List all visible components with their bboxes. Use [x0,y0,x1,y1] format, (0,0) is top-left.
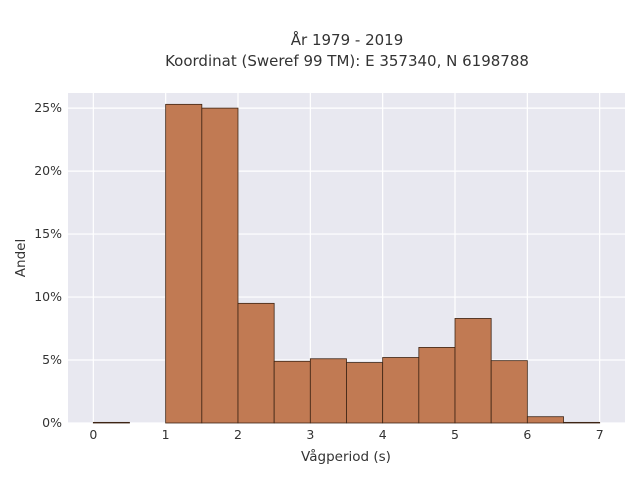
x-tick-label: 4 [379,427,387,442]
y-tick-label: 15% [34,226,62,241]
x-tick-label: 5 [451,427,459,442]
histogram-bar [454,318,492,424]
y-axis-title: Andel [13,239,29,277]
y-tick-label: 0% [42,415,62,430]
x-tick-label: 7 [596,427,604,442]
histogram-bar [165,103,203,424]
y-tick-label: 25% [34,100,62,115]
x-tick-label: 2 [234,427,242,442]
histogram-bar [237,302,275,424]
chart-title-line2: Koordinat (Sweref 99 TM): E 357340, N 61… [165,52,529,70]
y-tick-label: 20% [34,163,62,178]
y-axis-ticks: 0% 5% 10% 15% 20% 25% [34,100,62,430]
x-tick-label: 3 [306,427,314,442]
y-tick-label: 5% [42,352,62,367]
x-tick-label: 1 [162,427,170,442]
histogram-bar [92,421,130,424]
chart-title-line1: År 1979 - 2019 [291,30,404,49]
x-tick-label: 6 [523,427,531,442]
histogram-bar [382,357,420,424]
histogram-bar [309,358,347,424]
x-axis-title: Vågperiod (s) [301,448,391,465]
bars [92,103,601,424]
histogram-bar [273,360,311,424]
histogram-bar [490,360,528,424]
y-tick-label: 10% [34,289,62,304]
histogram-bar [418,347,456,424]
histogram-bar [526,416,564,424]
histogram-bar [201,107,239,424]
x-axis-ticks: 0 1 2 3 4 5 6 7 [89,427,603,442]
histogram-bar [563,421,601,424]
x-tick-label: 0 [89,427,97,442]
histogram-bar [346,362,384,424]
